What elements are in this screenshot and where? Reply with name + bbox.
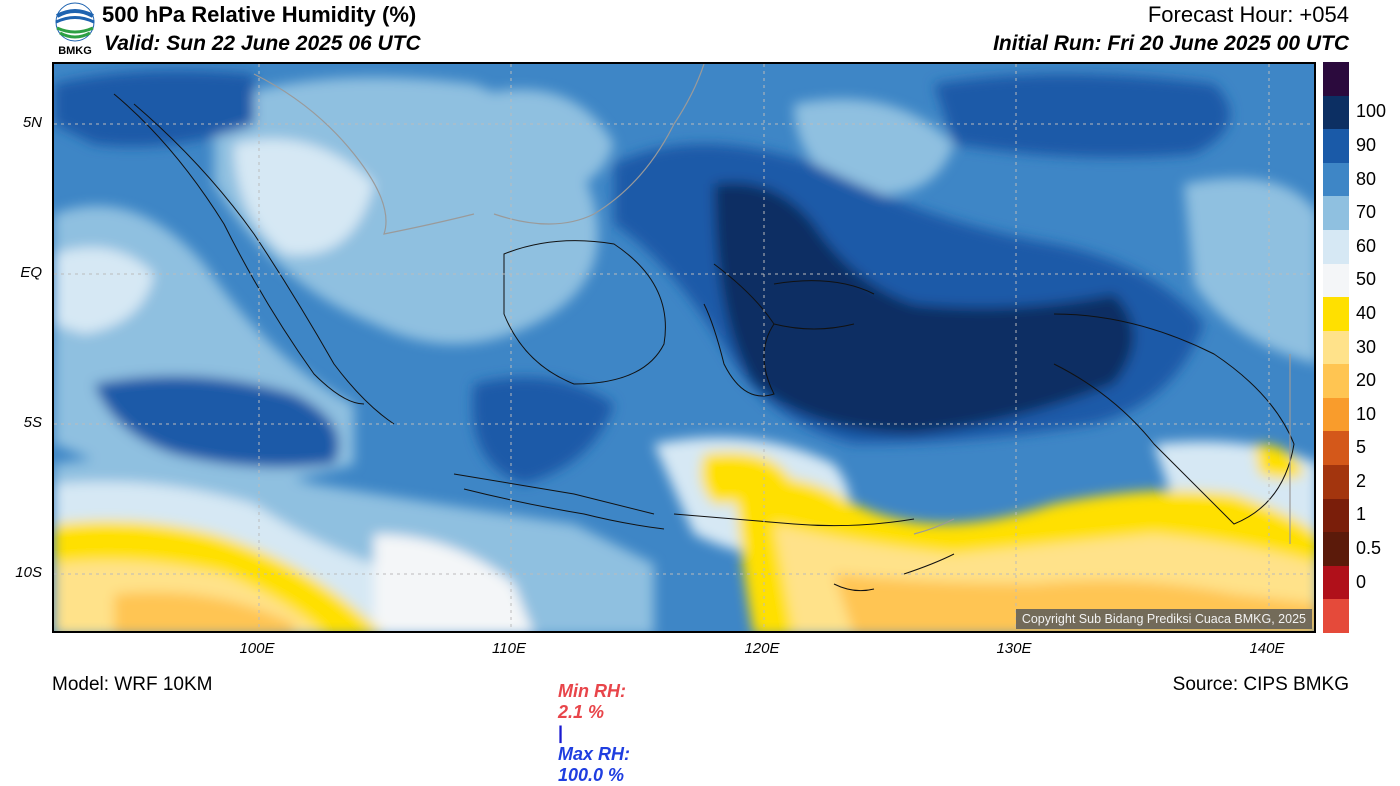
colorbar-label: 40 [1356,302,1377,323]
source-label: Source: CIPS BMKG [1172,674,1349,695]
colorbar-label: 0 [1356,571,1367,592]
map-title: 500 hPa Relative Humidity (%) [102,2,417,27]
lon-label-100e: 100E [239,640,275,657]
colorbar-label: 70 [1356,202,1377,223]
colorbar-segment [1323,196,1349,231]
min-rh-value: 2.1 % [558,702,605,722]
colorbar-segment [1323,129,1349,164]
min-rh-label: Min RH: [558,681,626,701]
colorbar-label: 5 [1356,437,1367,458]
logo-text: BMKG [58,45,92,57]
rh-stats: Min RH: 2.1 % | Max RH: 100.0 % [548,660,630,786]
bmkg-logo: BMKG [52,2,98,58]
colorbar-label: 90 [1356,134,1377,155]
colorbar-label: 0.5 [1356,538,1382,559]
lon-label-130e: 130E [996,640,1032,657]
colorbar-label: 100 [1356,101,1387,122]
lon-label-140e: 140E [1249,640,1285,657]
colorbar-segment [1323,498,1349,533]
colorbar-segment [1323,397,1349,432]
colorbar-segment [1323,599,1349,634]
colorbar-label: 2 [1356,470,1367,491]
lat-label-10s: 10S [15,564,42,581]
colorbar-label: 1 [1356,504,1367,525]
colorbar-segment [1323,465,1349,500]
colorbar-segment [1323,297,1349,332]
colorbar-label: 30 [1356,336,1377,357]
colorbar-label: 10 [1356,403,1377,424]
colorbar-segment [1323,263,1349,298]
colorbar-segment [1323,229,1349,265]
colorbar-segment [1323,62,1349,97]
colorbar-label: 50 [1356,269,1377,290]
colorbar-label: 20 [1356,370,1377,391]
copyright-notice: Copyright Sub Bidang Prediksi Cuaca BMKG… [1015,609,1312,629]
lat-label-5n: 5N [22,114,42,131]
lon-label-120e: 120E [744,640,780,657]
initial-run: Initial Run: Fri 20 June 2025 00 UTC [993,32,1349,55]
colorbar-segment [1323,95,1349,130]
colorbar-segment [1323,431,1349,466]
stats-separator: | [558,723,564,743]
colorbar-segment [1323,532,1349,567]
colorbar [1323,62,1349,634]
colorbar-segment [1323,565,1349,600]
max-rh-value: 100.0 % [558,765,625,785]
colorbar-segment [1323,364,1349,399]
model-label: Model: WRF 10KM [52,674,213,695]
colorbar-label: 60 [1356,235,1377,256]
colorbar-label: 80 [1356,168,1377,189]
humidity-map: Copyright Sub Bidang Prediksi Cuaca BMKG… [52,62,1316,633]
lat-label-5s: 5S [23,414,42,431]
forecast-hour: Forecast Hour: +054 [1147,2,1349,27]
max-rh-label: Max RH: [558,744,631,764]
lon-label-110e: 110E [492,640,526,657]
colorbar-segment [1323,162,1349,197]
valid-time: Valid: Sun 22 June 2025 06 UTC [104,32,421,55]
colorbar-segment [1323,330,1349,365]
lat-label-eq: EQ [20,264,42,281]
